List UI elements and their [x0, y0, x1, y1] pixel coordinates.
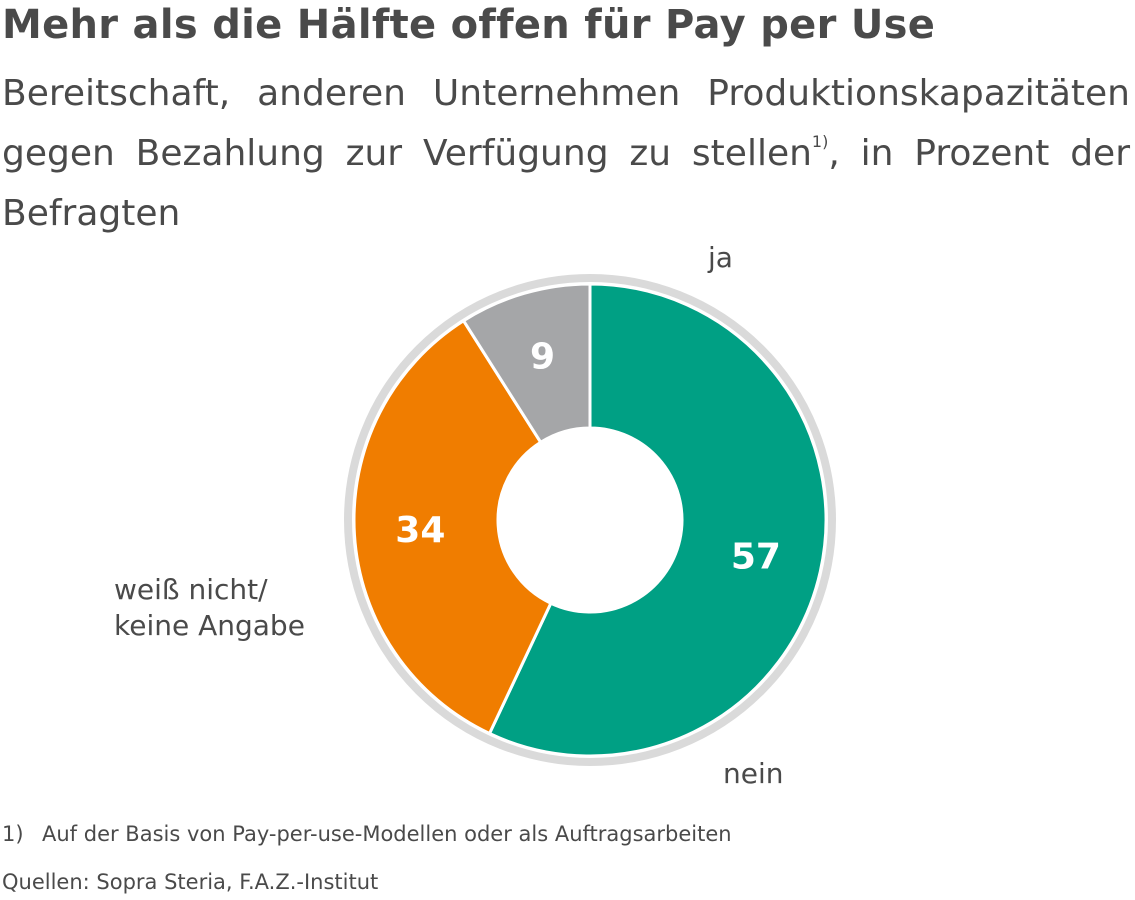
chart-title: Mehr als die Hälfte offen für Pay per Us… — [2, 2, 936, 48]
slice-label-ja: ja — [708, 241, 733, 274]
chart-subtitle: Bereitschaft, anderen Unternehmen Produk… — [2, 64, 1130, 244]
source-note: Quellen: Sopra Steria, F.A.Z.-Institut — [2, 870, 379, 894]
slice-label-unknown-line1: weiß nicht/ — [114, 573, 268, 606]
donut-slices — [352, 282, 828, 758]
value-label-nein: 34 — [395, 510, 445, 551]
footnote-text: Auf der Basis von Pay-per-use-Modellen o… — [42, 822, 732, 846]
outer-ring — [344, 274, 836, 766]
footnote-mark: 1) — [2, 822, 24, 846]
subtitle-suffix: , in Prozent der Befragten — [2, 133, 1130, 234]
subtitle-text: Bereitschaft, anderen Unternehmen Produk… — [2, 73, 1130, 174]
footnote-reference: 1) — [811, 132, 829, 151]
footnote: 1) Auf der Basis von Pay-per-use-Modellen… — [2, 822, 732, 846]
slice-label-unknown-line2: keine Angabe — [114, 609, 305, 642]
value-label-ja: 57 — [731, 537, 781, 578]
donut-slice-nein — [352, 318, 553, 736]
donut-slice-unknown — [461, 282, 592, 445]
slice-label-nein: nein — [723, 757, 784, 790]
donut-slice-ja — [487, 282, 828, 758]
donut-value-labels: 57 34 9 — [395, 336, 781, 577]
slice-label-unknown: weiß nicht/ keine Angabe — [114, 572, 305, 644]
value-label-unknown: 9 — [530, 336, 555, 377]
